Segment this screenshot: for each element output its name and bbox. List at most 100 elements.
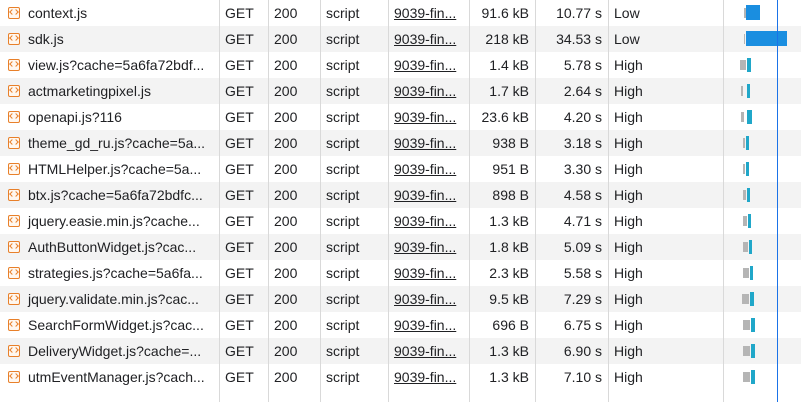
waterfall-cell xyxy=(723,234,801,260)
request-status: 200 xyxy=(274,31,298,47)
table-row[interactable]: strategies.js?cache=5a6fa... GET 200 script… xyxy=(0,260,801,286)
request-size: 23.6 kB xyxy=(481,109,529,125)
request-status: 200 xyxy=(274,57,298,73)
request-initiator-link[interactable]: 9039-fin... xyxy=(394,83,457,99)
request-name: jquery.easie.min.js?cache... xyxy=(28,213,200,229)
request-status: 200 xyxy=(274,135,298,151)
script-file-icon xyxy=(8,111,20,123)
script-file-icon xyxy=(8,267,20,279)
request-size: 696 B xyxy=(492,317,529,333)
table-row[interactable]: DeliveryWidget.js?cache=... GET 200 script 9… xyxy=(0,338,801,364)
request-type: script xyxy=(326,343,360,359)
waterfall-waiting-bar xyxy=(743,268,749,278)
request-size: 898 B xyxy=(492,187,529,203)
table-row[interactable]: AuthButtonWidget.js?cac... GET 200 script 90… xyxy=(0,234,801,260)
table-row[interactable]: HTMLHelper.js?cache=5a... GET 200 script 903… xyxy=(0,156,801,182)
waterfall-waiting-bar xyxy=(743,216,747,226)
request-priority: High xyxy=(614,109,643,125)
request-initiator-link[interactable]: 9039-fin... xyxy=(394,57,457,73)
request-initiator-link[interactable]: 9039-fin... xyxy=(394,239,457,255)
table-row[interactable]: context.js GET 200 script 9039-fin... 91.6 kB… xyxy=(0,0,801,26)
request-method: GET xyxy=(225,187,254,203)
request-status: 200 xyxy=(274,369,298,385)
waterfall-download-bar xyxy=(747,58,751,72)
table-row[interactable]: jquery.validate.min.js?cac... GET 200 scrip… xyxy=(0,286,801,312)
request-method: GET xyxy=(225,343,254,359)
table-row[interactable]: view.js?cache=5a6fa72bdf... GET 200 script 9… xyxy=(0,52,801,78)
request-initiator-link[interactable]: 9039-fin... xyxy=(394,187,457,203)
waterfall-cell xyxy=(723,156,801,182)
table-row[interactable]: actmarketingpixel.js GET 200 script 9039-fin… xyxy=(0,78,801,104)
table-row[interactable]: btx.js?cache=5a6fa72bdfc... GET 200 script 9… xyxy=(0,182,801,208)
request-size: 1.3 kB xyxy=(489,369,529,385)
request-initiator-link[interactable]: 9039-fin... xyxy=(394,109,457,125)
request-name: strategies.js?cache=5a6fa... xyxy=(28,265,203,281)
waterfall-cell xyxy=(723,312,801,338)
request-name: context.js xyxy=(28,5,88,21)
table-row[interactable]: sdk.js GET 200 script 9039-fin... 218 kB 34.53… xyxy=(0,26,801,52)
request-time: 10.77 s xyxy=(556,5,602,21)
waterfall-cell xyxy=(723,26,801,52)
request-initiator-link[interactable]: 9039-fin... xyxy=(394,291,457,307)
table-row[interactable]: openapi.js?116 GET 200 script 9039-fin... 23.… xyxy=(0,104,801,130)
column-divider xyxy=(723,0,724,402)
script-file-icon xyxy=(8,163,20,175)
script-file-icon xyxy=(8,345,20,357)
waterfall-waiting-bar xyxy=(741,86,743,96)
table-row[interactable]: jquery.easie.min.js?cache... GET 200 script… xyxy=(0,208,801,234)
request-initiator-link[interactable]: 9039-fin... xyxy=(394,343,457,359)
script-file-icon xyxy=(8,189,20,201)
request-initiator-link[interactable]: 9039-fin... xyxy=(394,317,457,333)
request-time: 6.90 s xyxy=(563,343,602,359)
request-initiator-link[interactable]: 9039-fin... xyxy=(394,161,457,177)
request-name: view.js?cache=5a6fa72bdf... xyxy=(28,57,205,73)
request-method: GET xyxy=(225,5,254,21)
request-time: 4.20 s xyxy=(563,109,602,125)
request-initiator-link[interactable]: 9039-fin... xyxy=(394,5,457,21)
request-method: GET xyxy=(225,239,254,255)
request-status: 200 xyxy=(274,239,298,255)
request-method: GET xyxy=(225,291,254,307)
script-file-icon xyxy=(8,85,20,97)
table-row[interactable]: utmEventManager.js?cach... GET 200 script 90… xyxy=(0,364,801,390)
script-file-icon xyxy=(8,371,20,383)
request-time: 5.78 s xyxy=(563,57,602,73)
request-initiator-link[interactable]: 9039-fin... xyxy=(394,265,457,281)
request-type: script xyxy=(326,239,360,255)
waterfall-cell xyxy=(723,182,801,208)
request-method: GET xyxy=(225,57,254,73)
request-type: script xyxy=(326,265,360,281)
table-row[interactable]: theme_gd_ru.js?cache=5a... GET 200 script 90… xyxy=(0,130,801,156)
waterfall-download-bar xyxy=(750,292,754,306)
request-name: theme_gd_ru.js?cache=5a... xyxy=(28,135,206,151)
waterfall-cell xyxy=(723,364,801,390)
script-file-icon xyxy=(8,33,20,45)
request-status: 200 xyxy=(274,291,298,307)
request-initiator-link[interactable]: 9039-fin... xyxy=(394,135,457,151)
waterfall-download-bar xyxy=(746,136,749,150)
request-method: GET xyxy=(225,369,254,385)
request-initiator-link[interactable]: 9039-fin... xyxy=(394,369,457,385)
request-type: script xyxy=(326,31,360,47)
request-priority: High xyxy=(614,239,643,255)
request-type: script xyxy=(326,187,360,203)
request-initiator-link[interactable]: 9039-fin... xyxy=(394,31,457,47)
request-time: 5.58 s xyxy=(563,265,602,281)
waterfall-cell xyxy=(723,0,801,26)
script-file-icon xyxy=(8,215,20,227)
request-type: script xyxy=(326,135,360,151)
table-row[interactable]: SearchFormWidget.js?cac... GET 200 script 90… xyxy=(0,312,801,338)
request-time: 6.75 s xyxy=(563,317,602,333)
request-time: 7.29 s xyxy=(563,291,602,307)
script-file-icon xyxy=(8,7,20,19)
request-size: 1.4 kB xyxy=(489,57,529,73)
column-divider xyxy=(535,0,536,402)
request-name: openapi.js?116 xyxy=(28,109,122,125)
request-size: 9.5 kB xyxy=(489,291,529,307)
request-status: 200 xyxy=(274,187,298,203)
request-initiator-link[interactable]: 9039-fin... xyxy=(394,213,457,229)
request-priority: Low xyxy=(614,31,640,47)
request-size: 1.3 kB xyxy=(489,213,529,229)
request-status: 200 xyxy=(274,109,298,125)
request-name: HTMLHelper.js?cache=5a... xyxy=(28,161,202,177)
